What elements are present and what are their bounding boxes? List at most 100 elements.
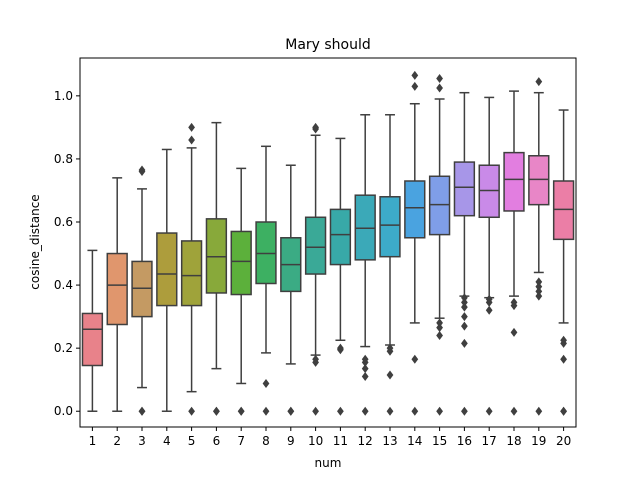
outlier-point <box>411 354 419 364</box>
box-body <box>81 312 104 367</box>
outlier-point <box>361 364 369 374</box>
y-tick-label: 1.0 <box>54 89 73 103</box>
outlier-point <box>188 406 195 416</box>
x-tick-label: 19 <box>531 434 546 448</box>
outlier-point <box>386 343 394 353</box>
outlier-point <box>436 323 443 333</box>
x-tick-label: 8 <box>262 434 270 448</box>
x-tick-label: 7 <box>237 434 245 448</box>
box-4 <box>156 148 178 412</box>
outlier-point <box>411 70 419 80</box>
x-tick-label: 2 <box>113 434 121 448</box>
outlier-point <box>560 406 567 416</box>
x-axis-label: num <box>315 456 342 470</box>
outlier-point <box>535 77 543 87</box>
outlier-point <box>485 305 493 315</box>
x-tick-label: 17 <box>482 434 497 448</box>
box-body <box>156 232 178 307</box>
outlier-point <box>436 74 443 83</box>
box-body <box>255 221 277 285</box>
box-9 <box>280 164 302 416</box>
box-7 <box>230 167 252 416</box>
outlier-point <box>262 378 270 388</box>
x-tick-label: 18 <box>506 434 521 448</box>
box-body <box>230 230 252 296</box>
box-body <box>379 196 401 258</box>
box-12 <box>354 114 376 416</box>
box-11 <box>329 137 352 416</box>
outlier-point <box>138 167 146 177</box>
y-tick-label: 0.4 <box>54 278 73 292</box>
x-tick-label: 4 <box>163 434 171 448</box>
x-tick-label: 9 <box>287 434 295 448</box>
box-1 <box>81 249 104 412</box>
box-8 <box>255 145 277 416</box>
outlier-point <box>461 312 468 322</box>
y-axis-label: cosine_distance <box>28 194 42 289</box>
box-body <box>552 180 575 241</box>
box-17 <box>478 96 500 416</box>
box-body <box>503 151 525 212</box>
outlier-point <box>287 406 295 416</box>
y-axis: 0.0 0.2 0.4 0.6 0.8 1.0 <box>54 89 80 418</box>
box-body <box>528 155 550 206</box>
outlier-point <box>361 354 369 364</box>
outlier-point <box>461 338 468 348</box>
outlier-point <box>188 135 195 145</box>
box-body <box>428 175 451 236</box>
plot-frame <box>79 57 577 428</box>
outlier-point <box>485 406 493 416</box>
outlier-point <box>510 406 518 416</box>
box-body <box>354 194 376 261</box>
box-body <box>453 161 476 217</box>
x-tick-label: 11 <box>333 434 348 448</box>
box-10 <box>304 122 327 416</box>
x-tick-label: 13 <box>382 434 397 448</box>
x-tick-label: 3 <box>138 434 146 448</box>
outlier-point <box>312 354 319 364</box>
chart-title: Mary should <box>285 37 371 53</box>
box-15 <box>428 74 451 416</box>
outlier-point <box>386 370 394 380</box>
outlier-point <box>535 406 543 416</box>
box-14 <box>404 70 426 416</box>
x-axis: 1 2 3 4 5 6 7 8 9 10 11 12 13 14 15 16 17 18 19 20 <box>89 427 571 448</box>
box-body <box>131 260 153 318</box>
box-body <box>106 252 128 326</box>
outlier-point <box>386 406 394 416</box>
x-tick-label: 16 <box>457 434 472 448</box>
outlier-point <box>411 406 419 416</box>
outlier-point <box>411 81 419 91</box>
outlier-point <box>461 302 468 312</box>
x-tick-label: 10 <box>308 434 323 448</box>
box-2 <box>106 177 128 412</box>
outlier-point <box>485 294 493 304</box>
plot-area <box>81 70 575 416</box>
box-5 <box>180 122 203 416</box>
outlier-point <box>535 277 543 287</box>
outlier-point <box>312 122 319 132</box>
outlier-point <box>461 297 468 307</box>
outlier-point <box>436 406 443 416</box>
x-tick-label: 20 <box>556 434 571 448</box>
box-18 <box>503 90 525 416</box>
outlier-point <box>560 354 567 364</box>
outlier-point <box>262 406 270 416</box>
outlier-point <box>560 335 567 345</box>
outlier-point <box>436 83 443 93</box>
outlier-point <box>436 331 443 341</box>
outlier-point <box>312 406 319 416</box>
y-tick-label: 0.0 <box>54 404 73 418</box>
outlier-point <box>337 406 344 416</box>
outlier-point <box>337 343 344 353</box>
box-13 <box>379 114 401 416</box>
outlier-point <box>510 327 518 337</box>
outlier-point <box>361 406 369 416</box>
box-16 <box>453 91 476 416</box>
x-tick-label: 1 <box>89 434 97 448</box>
y-tick-label: 0.8 <box>54 152 73 166</box>
box-body <box>304 216 327 275</box>
outlier-point <box>535 282 543 292</box>
outlier-point <box>237 406 245 416</box>
